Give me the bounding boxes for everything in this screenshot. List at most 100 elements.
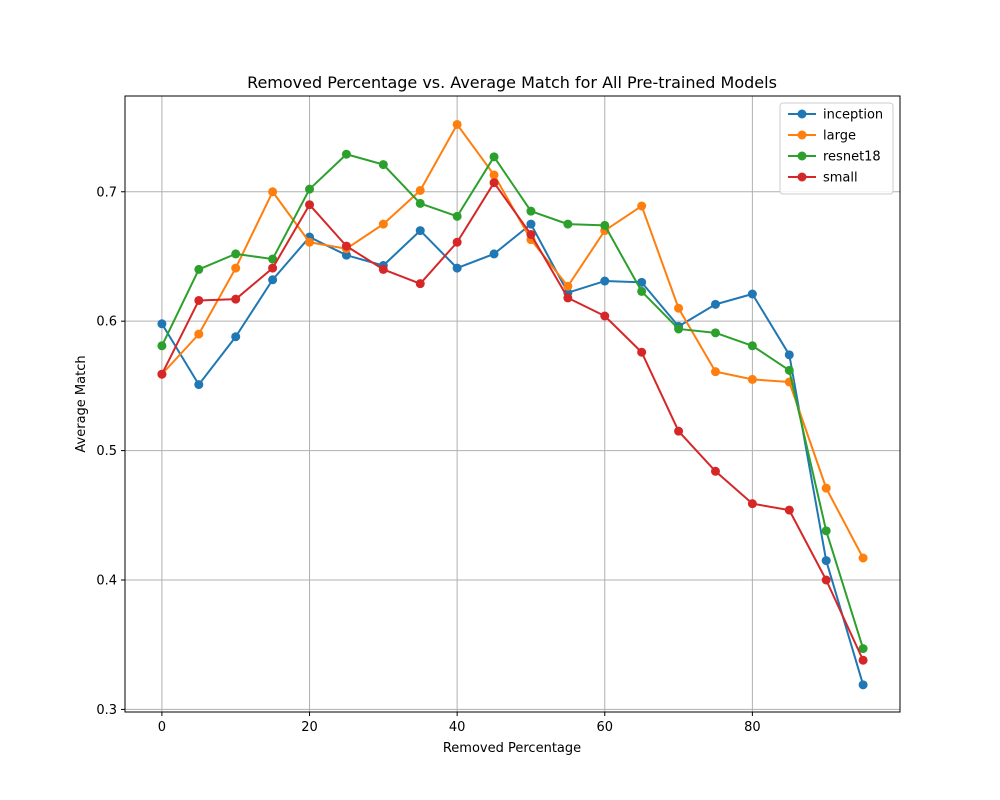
data-point-resnet18 <box>378 160 388 170</box>
legend-marker <box>797 151 807 161</box>
series-small <box>157 178 868 665</box>
data-point-large <box>674 303 684 313</box>
x-axis-label: Removed Percentage <box>443 741 581 756</box>
data-point-small <box>157 369 167 379</box>
data-point-small <box>784 505 794 515</box>
data-point-small <box>415 279 425 289</box>
data-point-resnet18 <box>231 249 241 259</box>
legend-item-inception: inception <box>788 108 883 123</box>
legend-marker <box>797 109 807 119</box>
data-point-large <box>305 237 315 247</box>
data-point-resnet18 <box>821 526 831 536</box>
x-tick-label: 0 <box>158 720 166 735</box>
y-tick-label: 0.4 <box>96 574 117 589</box>
x-axis-ticks: 0 20 40 60 80 <box>158 712 761 735</box>
data-point-inception <box>415 226 425 236</box>
series-line-inception <box>161 223 865 686</box>
data-point-inception <box>858 680 868 690</box>
grid-lines <box>125 96 900 712</box>
data-point-inception <box>489 249 499 259</box>
plot-frame <box>124 95 901 713</box>
series-line-small <box>161 181 865 661</box>
series-layer <box>157 119 868 690</box>
series-resnet18 <box>157 149 868 654</box>
legend-box <box>779 102 894 195</box>
data-point-resnet18 <box>341 149 351 159</box>
data-point-resnet18 <box>637 286 647 296</box>
data-point-inception <box>452 263 462 273</box>
data-point-large <box>231 263 241 273</box>
legend-marker <box>797 172 807 182</box>
x-tick-label: 40 <box>449 720 466 735</box>
data-point-small <box>231 294 241 304</box>
data-point-inception <box>194 380 204 390</box>
data-point-resnet18 <box>194 264 204 274</box>
data-point-resnet18 <box>858 644 868 654</box>
y-tick-label: 0.6 <box>96 315 117 330</box>
legend-label: resnet18 <box>823 150 881 165</box>
data-point-small <box>378 264 388 274</box>
data-point-small <box>526 229 536 239</box>
data-point-resnet18 <box>710 328 720 338</box>
data-point-inception <box>821 556 831 566</box>
data-point-inception <box>341 250 351 260</box>
legend-item-resnet18: resnet18 <box>788 150 881 165</box>
legend: inception large resnet18 small <box>779 102 894 195</box>
data-point-large <box>378 219 388 229</box>
data-point-large <box>858 553 868 563</box>
data-point-small <box>674 426 684 436</box>
data-point-inception <box>600 276 610 286</box>
data-point-small <box>858 655 868 665</box>
data-point-inception <box>157 319 167 329</box>
data-point-resnet18 <box>157 341 167 351</box>
y-tick-label: 0.5 <box>96 444 117 459</box>
data-point-inception <box>637 277 647 287</box>
data-point-resnet18 <box>526 206 536 216</box>
data-point-inception <box>268 275 278 285</box>
data-point-inception <box>526 219 536 229</box>
data-point-inception <box>784 350 794 360</box>
data-point-large <box>415 185 425 195</box>
data-point-small <box>600 311 610 321</box>
data-point-large <box>821 483 831 493</box>
data-point-large <box>563 281 573 291</box>
chart-title: Removed Percentage vs. Average Match for… <box>247 73 777 92</box>
legend-item-small: small <box>788 171 858 186</box>
data-point-large <box>194 329 204 339</box>
y-axis-ticks: 0.3 0.4 0.5 0.6 0.7 <box>96 185 125 718</box>
data-point-large <box>268 187 278 197</box>
data-point-resnet18 <box>747 341 757 351</box>
data-point-small <box>747 499 757 509</box>
data-point-resnet18 <box>563 219 573 229</box>
x-tick-label: 20 <box>301 720 318 735</box>
data-point-large <box>710 367 720 377</box>
data-point-large <box>637 201 647 211</box>
data-point-resnet18 <box>600 220 610 230</box>
legend-label: large <box>823 129 856 144</box>
data-point-resnet18 <box>784 365 794 375</box>
data-point-large <box>489 170 499 180</box>
series-line-resnet18 <box>160 153 865 649</box>
data-point-resnet18 <box>489 152 499 162</box>
data-point-inception <box>231 332 241 342</box>
data-point-small <box>305 200 315 210</box>
data-point-inception <box>747 289 757 299</box>
x-tick-label: 80 <box>744 720 761 735</box>
y-tick-label: 0.7 <box>96 185 117 200</box>
data-point-small <box>710 466 720 476</box>
data-point-resnet18 <box>305 184 315 194</box>
legend-marker <box>797 130 807 140</box>
data-point-small <box>489 178 499 188</box>
data-point-small <box>563 293 573 303</box>
data-point-small <box>637 347 647 357</box>
data-point-resnet18 <box>452 211 462 221</box>
x-tick-label: 60 <box>596 720 613 735</box>
legend-label: small <box>823 171 858 186</box>
y-axis-label: Average Match <box>74 355 89 452</box>
data-point-large <box>452 119 462 129</box>
data-point-resnet18 <box>415 198 425 208</box>
data-point-resnet18 <box>268 254 278 264</box>
data-point-small <box>452 237 462 247</box>
data-point-inception <box>710 299 720 309</box>
data-point-small <box>341 241 351 251</box>
